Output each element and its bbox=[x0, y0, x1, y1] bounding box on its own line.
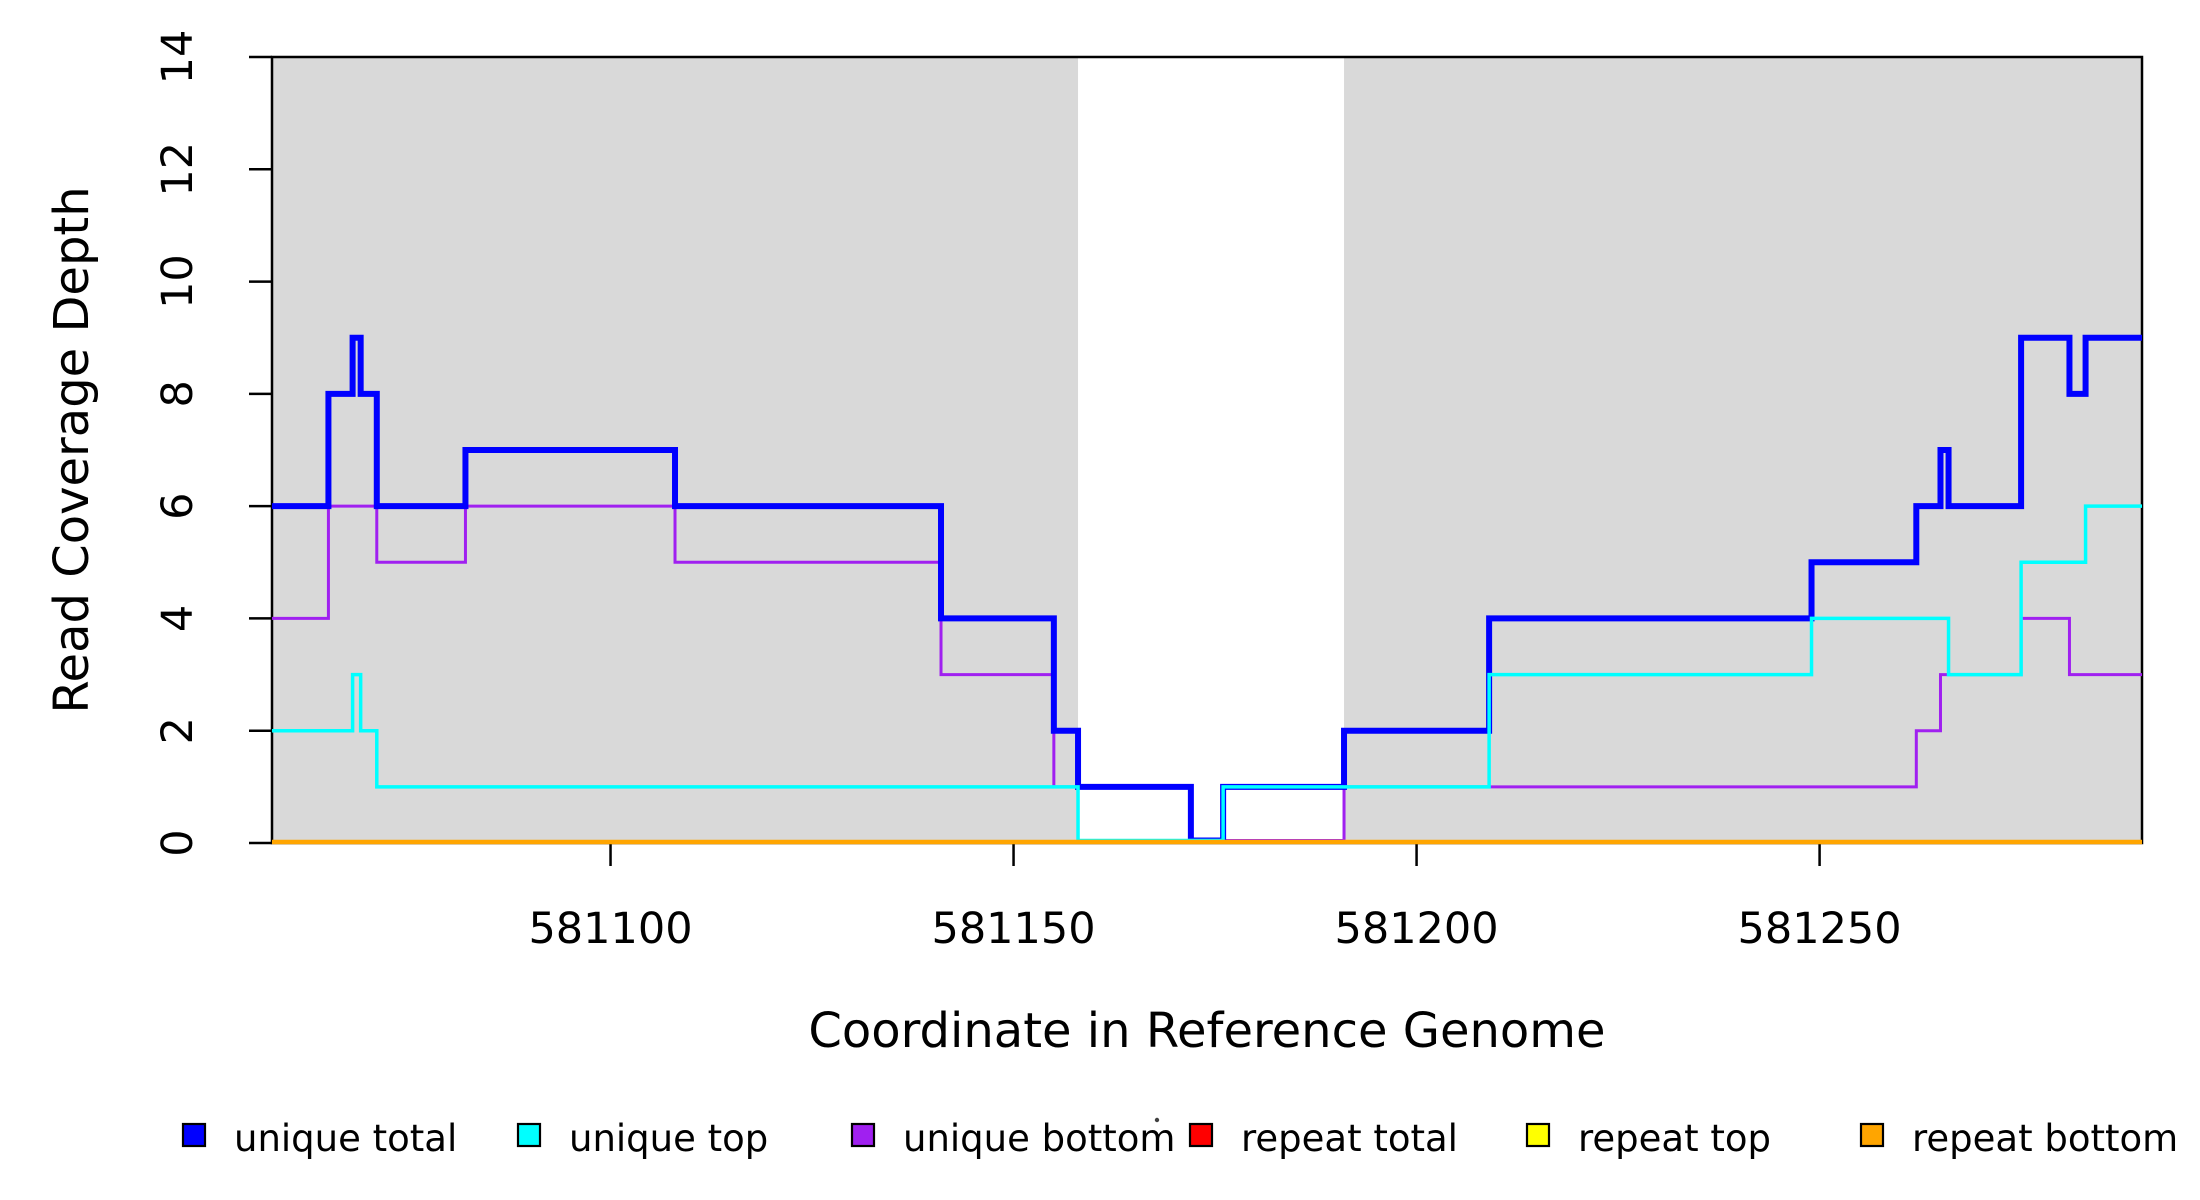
legend: unique total unique top unique bottom repea… bbox=[181, 1117, 2178, 1160]
legend-swatch-repeat-top bbox=[1525, 1122, 1551, 1148]
legend-swatch-repeat-total bbox=[1188, 1122, 1214, 1148]
x-tick-label: 581200 bbox=[1334, 904, 1498, 954]
series-unique-top bbox=[272, 504, 2142, 843]
y-axis-ticks: 0 2 4 6 8 10 12 14 bbox=[153, 30, 272, 857]
legend-label: repeat total bbox=[1241, 1117, 1458, 1160]
coverage-series-lines bbox=[272, 334, 2142, 845]
legend-label: repeat top bbox=[1578, 1117, 1771, 1160]
x-tick-label: 581250 bbox=[1738, 904, 1902, 954]
legend-label: unique bottom bbox=[903, 1117, 1175, 1160]
y-tick-label: 12 bbox=[153, 142, 203, 197]
legend-label: unique total bbox=[234, 1117, 457, 1160]
shaded-region bbox=[1344, 57, 2142, 843]
y-tick-label: 10 bbox=[153, 254, 203, 309]
x-axis-ticks: 581100 581150 581200 581250 bbox=[528, 843, 1902, 954]
shaded-unique-regions bbox=[272, 57, 2142, 843]
x-tick-label: 581150 bbox=[931, 904, 1095, 954]
x-axis-title: Coordinate in Reference Genome bbox=[808, 1003, 1605, 1059]
legend-label: repeat bottom bbox=[1912, 1117, 2178, 1160]
stray-dot bbox=[1154, 1117, 1160, 1123]
y-tick-label: 2 bbox=[153, 717, 203, 744]
y-tick-label: 0 bbox=[153, 829, 203, 856]
y-tick-label: 14 bbox=[153, 30, 203, 85]
y-tick-label: 8 bbox=[153, 380, 203, 407]
x-tick-label: 581100 bbox=[528, 904, 692, 954]
legend-swatch-unique-top bbox=[516, 1122, 542, 1148]
y-tick-label: 4 bbox=[153, 605, 203, 632]
y-axis-title: Read Coverage Depth bbox=[44, 186, 100, 713]
y-tick-label: 6 bbox=[153, 492, 203, 519]
legend-swatch-unique-total bbox=[181, 1122, 207, 1148]
legend-swatch-unique-bottom bbox=[850, 1122, 876, 1148]
legend-label: unique top bbox=[569, 1117, 768, 1160]
legend-swatch-repeat-bottom bbox=[1859, 1122, 1885, 1148]
